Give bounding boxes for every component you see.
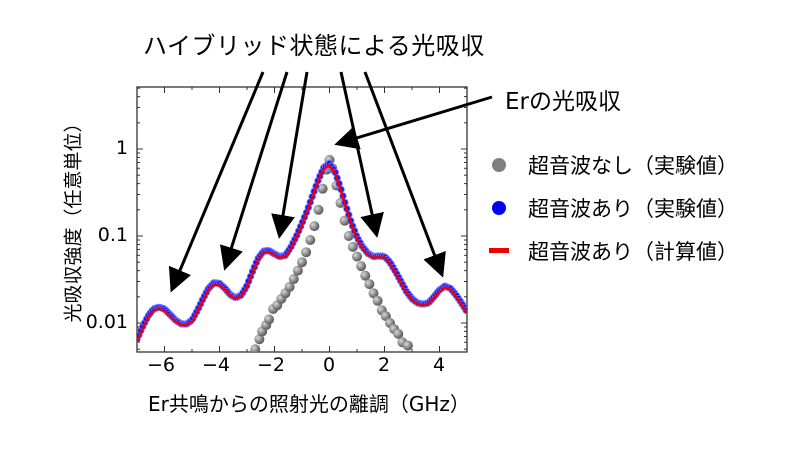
x-tick-2: 2 — [377, 354, 391, 376]
x-tick-0: 0 — [322, 354, 336, 376]
hybrid-annotation: ハイブリッド状態による光吸収 — [143, 32, 485, 60]
legend-label: 超音波あり（計算値） — [528, 239, 738, 264]
legend-item-no-ultrasound: 超音波なし（実験値） — [488, 143, 738, 186]
plot-frame — [136, 86, 468, 353]
gray-dot-icon — [488, 154, 510, 176]
er-annotation: Erの光吸収 — [505, 89, 621, 115]
annotation-arrows — [168, 71, 493, 293]
blue-dot-icon — [488, 197, 510, 219]
x-tick-4: 4 — [432, 354, 446, 376]
series-layer — [137, 154, 467, 352]
legend: 超音波なし（実験値） 超音波あり（実験値） 超音波あり（計算値） — [488, 143, 738, 272]
x-axis-label: Er共鳴からの照射光の離調（GHz） — [148, 392, 470, 416]
y-tick-0.01: 0.01 — [85, 311, 128, 333]
x-tick-neg4: −4 — [201, 354, 230, 376]
legend-label: 超音波あり（実験値） — [528, 196, 738, 221]
legend-item-ultrasound-exp: 超音波あり（実験値） — [488, 186, 738, 229]
y-tick-1: 1 — [115, 137, 128, 159]
x-tick-neg2: −2 — [256, 354, 285, 376]
legend-label: 超音波なし（実験値） — [528, 153, 738, 178]
red-line-icon — [488, 240, 510, 262]
y-tick-0.1: 0.1 — [97, 224, 128, 246]
x-tick-neg6: −6 — [146, 354, 175, 376]
legend-item-ultrasound-calc: 超音波あり（計算値） — [488, 229, 738, 272]
